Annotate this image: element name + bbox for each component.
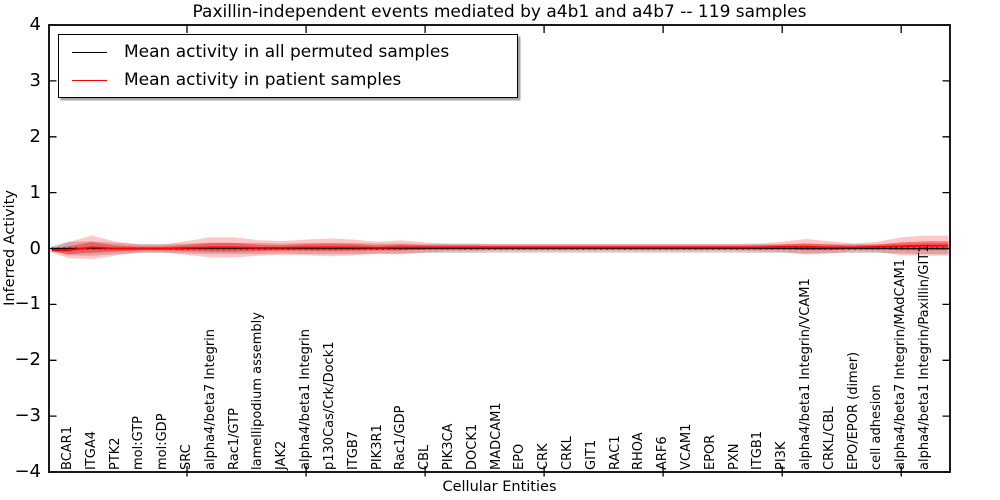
y-tick-label: 0 (29, 237, 41, 259)
x-category-label: alpha4/beta1 Integrin (298, 328, 314, 470)
x-category-label: lamellipodium assembly (250, 312, 266, 470)
legend-label-permuted: Mean activity in all permuted samples (124, 42, 450, 62)
patient-mean-line (51, 244, 949, 252)
x-category-label: JAK2 (274, 440, 290, 470)
legend-entry-permuted: Mean activity in all permuted samples (59, 42, 517, 62)
x-category-label: ARF6 (655, 436, 671, 470)
x-category-label: alpha4/beta7 Integrin (202, 328, 218, 470)
x-category-label: CRKL/CBL (821, 406, 837, 471)
x-category-label: CRK (536, 443, 552, 470)
axes-frame (48, 24, 951, 473)
legend-box: Mean activity in all permuted samples Me… (58, 34, 518, 98)
x-category-label: ITGB1 (750, 430, 766, 470)
x-category-label: cell adhesion (869, 384, 885, 470)
chart-title: Paxillin-independent events mediated by … (192, 2, 807, 22)
x-category-label: EPOR (702, 434, 718, 470)
x-category-label: PI3K (774, 441, 790, 470)
x-axis-label: Cellular Entities (442, 479, 557, 495)
x-category-label: alpha4/beta1 Integrin/Paxillin/GIT1 (917, 244, 932, 470)
x-category-label: ITGA4 (83, 430, 99, 470)
x-category-label: PTK2 (107, 437, 123, 470)
y-tick-label: 1 (29, 181, 41, 203)
patient-mean-line-sample (72, 79, 107, 81)
x-category-label: CBL (417, 444, 433, 470)
x-category-label: RAC1 (607, 435, 623, 470)
x-category-label: GIT1 (583, 439, 599, 470)
y-tick-label: −4 (14, 461, 41, 482)
x-category-label: EPO/EPOR (dimer) (845, 351, 861, 470)
x-category-label: PIK3R1 (369, 424, 385, 470)
legend-entry-patient: Mean activity in patient samples (59, 70, 517, 90)
y-tick-label: −2 (14, 349, 41, 371)
x-category-label: ITGB7 (345, 430, 361, 470)
y-tick-label: −3 (14, 405, 41, 427)
permuted-mean-line-sample (72, 51, 107, 53)
x-category-label: PXN (726, 443, 742, 470)
y-tick-label: 3 (29, 69, 41, 91)
x-category-label: EPO (512, 443, 528, 470)
x-category-label: Rac1/GTP (226, 408, 242, 470)
x-category-label: mol:GDP (155, 413, 171, 470)
y-tick-label: 4 (29, 14, 41, 35)
x-category-label: VCAM1 (678, 423, 694, 470)
x-category-label: SRC (179, 444, 194, 470)
x-category-label: PIK3CA (440, 423, 456, 470)
x-category-label: DOCK1 (464, 423, 480, 470)
x-category-label: RHOA (631, 432, 647, 470)
legend-label-patient: Mean activity in patient samples (124, 70, 402, 90)
x-category-label: p130Cas/Crk/Dock1 (321, 341, 337, 470)
y-tick-label: 2 (29, 125, 41, 147)
x-category-label: Rac1/GDP (393, 405, 409, 470)
x-category-label: alpha4/beta1 Integrin/VCAM1 (798, 278, 813, 470)
x-category-label: BCAR1 (60, 426, 75, 470)
x-category-label: mol:GTP (131, 416, 147, 470)
x-category-label: CRKL (559, 436, 575, 470)
x-category-label: alpha4/beta7 Integrin/MAdCAM1 (893, 259, 909, 470)
x-category-label: MADCAM1 (488, 402, 504, 470)
y-tick-label: −1 (14, 293, 41, 315)
